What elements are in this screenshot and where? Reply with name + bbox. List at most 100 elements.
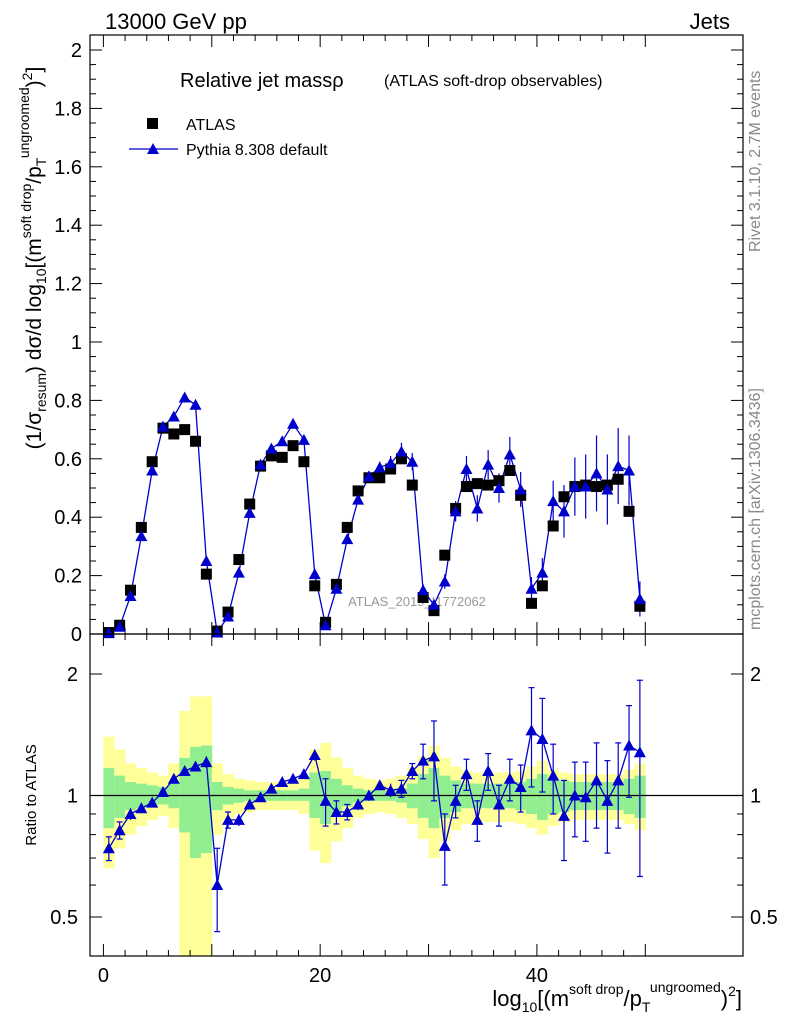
legend-label-atlas: ATLAS <box>186 117 236 134</box>
atlas-point <box>493 475 505 487</box>
header-jets: Jets <box>690 9 730 34</box>
mc-point <box>438 575 451 587</box>
ratio-point <box>558 809 571 821</box>
atlas-point <box>233 554 245 566</box>
ratio-point <box>124 807 137 819</box>
band-inner <box>114 775 126 818</box>
ratio-point <box>579 791 592 803</box>
legend-marker-mc <box>147 143 159 154</box>
ratio-ytick-label-right: 0.5 <box>750 907 778 929</box>
mc-point <box>254 458 267 470</box>
xlabel-part-sd: soft drop <box>569 981 624 997</box>
xtick-label: 40 <box>526 965 548 987</box>
ratio-point <box>492 798 505 810</box>
atlas-point <box>168 428 180 440</box>
mc-point <box>113 620 126 632</box>
ratio-point <box>623 739 636 751</box>
xlabel-part-t: T <box>642 999 651 1015</box>
ratio-point <box>406 765 419 777</box>
xtick-label: 0 <box>98 965 109 987</box>
ylabel-part-2: 2 <box>19 72 35 80</box>
atlas-point <box>547 520 559 532</box>
ylabel-part-a: (1/σ <box>23 412 46 450</box>
atlas-point <box>395 453 407 465</box>
mc-point <box>460 463 473 475</box>
ylabel-part-ung: ungroomed <box>16 87 32 158</box>
mc-point <box>492 482 505 493</box>
ratio-point <box>200 756 213 768</box>
main-ytick-label: 1.4 <box>54 215 82 237</box>
mc-point <box>200 555 213 566</box>
atlas-point <box>179 424 191 436</box>
mc-point <box>579 480 592 492</box>
mc-point <box>341 533 354 545</box>
mc-point <box>601 483 614 495</box>
ylabel-part-b: ) dσ/d log <box>23 284 46 373</box>
xlabel: log10[(msoft drop/pTungroomed)2] <box>492 979 742 1015</box>
ratio-point <box>449 794 462 806</box>
ratio-point <box>503 772 516 784</box>
atlas-point <box>352 485 364 497</box>
mc-point <box>146 464 159 476</box>
ratio-point <box>633 746 646 758</box>
mc-point <box>623 464 636 476</box>
band-inner <box>103 767 115 829</box>
atlas-point <box>146 456 158 468</box>
ratio-panel: 0.5 0.51 12 20 20 40 Ratio to ATLAS <box>23 633 778 987</box>
band-inner <box>330 778 343 814</box>
atlas-point <box>504 464 516 476</box>
band-inner <box>200 745 213 854</box>
ratio-ticks: 0.5 0.51 12 20 20 40 <box>50 634 778 987</box>
xlabel-part-ung: ungroomed <box>650 979 721 995</box>
ylabel-part-sub: resum <box>33 373 49 412</box>
mc-point <box>503 448 516 460</box>
ratio-point <box>471 813 484 825</box>
mc-point <box>449 505 462 517</box>
ratio-ytick-label-right: 1 <box>750 786 761 808</box>
xtick-label: 20 <box>309 965 331 987</box>
mc-point <box>633 592 646 604</box>
atlas-point <box>417 592 429 603</box>
ratio-point <box>276 776 289 788</box>
xlabel-part-b: [(m <box>537 986 569 1011</box>
ratio-point <box>146 796 159 808</box>
mc-point <box>124 590 137 602</box>
main-ytick-label: 1.8 <box>54 98 82 120</box>
ratio-point <box>113 824 126 836</box>
ylabel-part-d: /p <box>23 166 46 184</box>
ratio-point <box>135 802 148 814</box>
atlas-point <box>385 463 397 475</box>
ratio-ytick-label: 2 <box>67 664 78 686</box>
mc-point <box>135 530 148 542</box>
atlas-point <box>612 473 624 485</box>
xlabel-part-e: ] <box>736 986 742 1011</box>
ylabel-part-e: ) <box>23 80 46 87</box>
atlas-point <box>515 489 527 501</box>
mc-point <box>232 566 245 578</box>
main-panel: 0 0.2 0.4 0.6 0.8 1 1.2 1.4 1.6 1.8 2 Relative jet… <box>54 34 744 646</box>
atlas-point <box>439 549 451 561</box>
main-ytick-label: 0.8 <box>54 390 82 412</box>
ratio-point <box>102 842 115 854</box>
main-ylabel: (1/σresum) dσ/d log10[(msoft drop/pTungr… <box>16 67 49 450</box>
mc-point <box>373 461 386 473</box>
atlas-point <box>287 440 299 452</box>
ratio-point <box>319 794 332 806</box>
xlabel-part-c: /p <box>624 986 642 1011</box>
ratio-point <box>167 772 180 784</box>
mc-point <box>384 457 397 469</box>
ratio-point <box>297 768 310 780</box>
main-ytick-label: 0.4 <box>54 507 82 529</box>
ratio-point <box>330 806 343 818</box>
rivet-label: Rivet 3.1.10, 2.7M events <box>747 70 764 252</box>
ratio-frame <box>89 633 744 957</box>
mc-point <box>590 467 603 479</box>
legend-label-mc: Pythia 8.308 default <box>186 142 328 159</box>
main-ytick-label: 0.2 <box>54 566 82 588</box>
ratio-point <box>243 798 256 810</box>
main-ytick-label: 0 <box>71 624 82 646</box>
main-ytick-label: 1 <box>71 332 82 354</box>
mc-point <box>417 584 430 596</box>
mc-point <box>102 627 115 639</box>
atlas-point <box>634 600 646 612</box>
